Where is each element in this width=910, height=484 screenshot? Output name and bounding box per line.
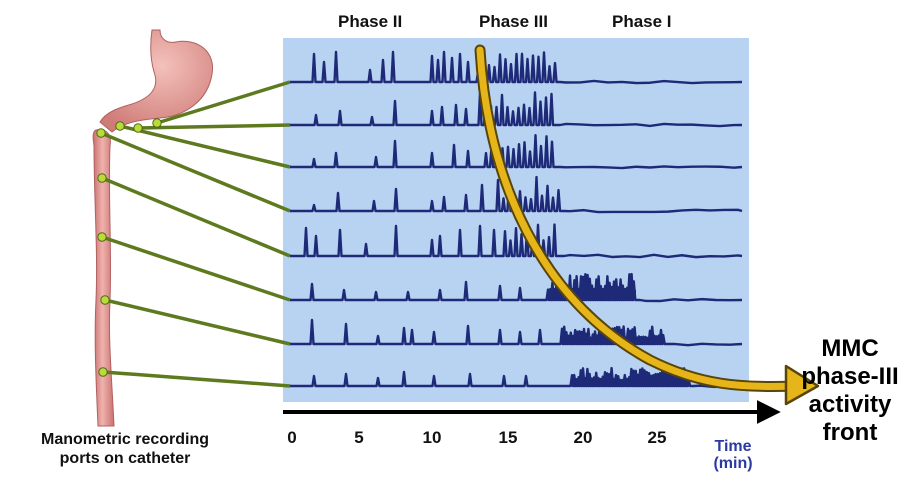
leader-line (156, 80, 291, 125)
time-axis-label-line: (min) (713, 455, 753, 472)
recording-ports (96, 118, 162, 377)
catheter-caption: Manometric recording ports on catheter (0, 430, 250, 468)
pressure-trace (290, 134, 743, 170)
recording-port (100, 295, 110, 305)
leader-line (119, 124, 291, 169)
time-tick-label: 10 (422, 428, 442, 447)
leader-line (102, 370, 291, 388)
pressure-trace (290, 91, 743, 128)
recording-port (96, 128, 106, 138)
phase-label: Phase II (338, 12, 403, 31)
catheter-caption-line: ports on catheter (59, 450, 191, 467)
time-tick-label: 5 (354, 428, 364, 447)
recording-port (97, 173, 107, 183)
pressure-trace (290, 48, 743, 85)
leader-line (104, 298, 291, 346)
leader-lines (100, 80, 291, 388)
leader-line (101, 176, 291, 258)
recording-port (152, 118, 162, 128)
time-tick-label: 15 (498, 428, 518, 447)
phase-three-burst (572, 382, 690, 386)
catheter-illustration (92, 129, 115, 427)
recording-port (97, 232, 107, 242)
recording-port (115, 121, 125, 131)
pressure-trace (290, 175, 743, 214)
pressure-trace (290, 223, 743, 259)
activity-front-caption-line: phase-III (801, 363, 899, 390)
catheter-caption-line: Manometric recording (40, 431, 210, 448)
time-tick-label: 25 (647, 428, 667, 447)
phase-label: Phase I (612, 12, 672, 31)
time-axis-label: Time (min) (705, 438, 761, 472)
activity-front-caption: MMC phase-III activity front (790, 335, 910, 447)
activity-front-caption-line: MMC (821, 335, 879, 362)
stomach-illustration (99, 29, 214, 133)
activity-front-caption-line: front (822, 419, 878, 446)
recording-port (98, 367, 108, 377)
time-tick-label: 20 (573, 428, 593, 447)
time-tick-label: 0 (287, 428, 297, 447)
time-axis-label-line: Time (714, 438, 752, 455)
leader-line (137, 123, 291, 130)
phase-label: Phase III (479, 12, 548, 31)
activity-front-caption-line: activity (808, 391, 892, 418)
recording-port (133, 123, 143, 133)
leader-line (100, 131, 291, 213)
leader-line (101, 235, 291, 302)
